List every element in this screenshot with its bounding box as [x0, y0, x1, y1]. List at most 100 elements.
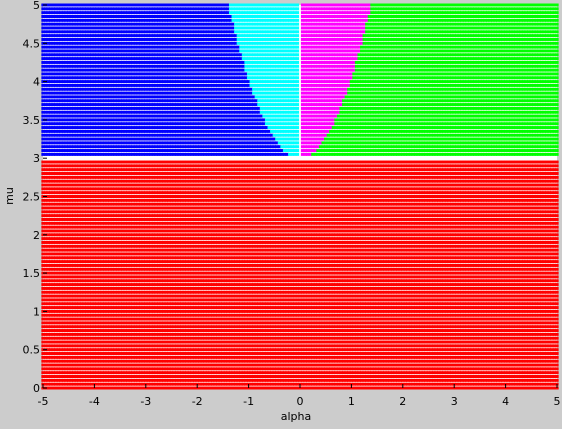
data-point — [521, 336, 526, 340]
data-point — [221, 329, 225, 333]
data-point — [370, 352, 374, 356]
data-point — [449, 359, 454, 363]
data-point — [457, 340, 461, 344]
data-point — [257, 355, 261, 359]
data-point — [331, 352, 336, 356]
data-point — [254, 344, 258, 348]
data-point — [49, 363, 53, 367]
data-point — [375, 359, 379, 363]
data-point — [236, 336, 240, 340]
data-point — [442, 329, 446, 333]
data-point — [347, 352, 351, 356]
data-point — [67, 332, 71, 336]
data-point — [295, 375, 300, 379]
data-point — [100, 375, 104, 379]
data-point — [195, 340, 199, 344]
data-point — [447, 325, 451, 329]
data-point — [429, 329, 433, 333]
data-point — [167, 348, 171, 352]
data-point — [216, 348, 220, 352]
data-point — [223, 336, 228, 340]
data-point — [82, 336, 86, 340]
data-point — [118, 325, 122, 329]
data-point — [496, 363, 500, 367]
data-point — [326, 359, 330, 363]
data-point — [318, 367, 323, 371]
data-point — [545, 332, 549, 336]
data-point — [344, 363, 348, 367]
data-point — [43, 371, 48, 375]
data-point — [390, 340, 395, 344]
data-point — [442, 340, 446, 344]
data-point — [185, 348, 189, 352]
data-point — [352, 378, 356, 382]
data-point — [524, 375, 528, 379]
data-point — [210, 348, 215, 352]
data-point — [244, 363, 248, 367]
data-point — [133, 325, 138, 329]
data-point — [164, 321, 169, 325]
data-point — [372, 371, 377, 375]
data-point — [334, 359, 338, 363]
data-point — [311, 375, 315, 379]
data-point — [149, 378, 153, 382]
data-point — [61, 332, 66, 336]
data-point — [367, 363, 372, 367]
data-point — [285, 325, 289, 329]
data-point — [485, 352, 490, 356]
data-point — [488, 359, 492, 363]
data-point — [51, 382, 55, 386]
data-point — [503, 375, 508, 379]
data-point — [174, 359, 179, 363]
data-point — [547, 352, 551, 356]
data-point — [46, 321, 50, 325]
data-point — [306, 329, 310, 333]
data-point — [254, 325, 258, 329]
data-point — [539, 352, 544, 356]
data-point — [118, 359, 122, 363]
data-point — [169, 367, 174, 371]
data-point — [139, 375, 143, 379]
data-point — [534, 367, 539, 371]
data-point — [46, 363, 50, 367]
data-point — [69, 340, 73, 344]
data-point — [190, 329, 194, 333]
data-point — [372, 355, 377, 359]
data-point — [264, 378, 269, 382]
data-point — [149, 371, 153, 375]
data-point — [467, 344, 472, 348]
data-point — [203, 367, 207, 371]
data-point — [90, 371, 94, 375]
data-point — [339, 332, 343, 336]
data-point — [223, 352, 228, 356]
data-point — [139, 382, 143, 386]
data-point — [69, 325, 73, 329]
data-point — [360, 325, 364, 329]
data-point — [182, 371, 186, 375]
data-point — [424, 340, 428, 344]
data-point — [177, 325, 181, 329]
data-point — [182, 336, 186, 340]
data-point — [434, 371, 438, 375]
data-point — [519, 386, 523, 390]
data-point — [444, 382, 449, 386]
data-point — [208, 348, 212, 352]
data-point — [241, 332, 246, 336]
data-point — [424, 355, 428, 359]
data-point — [223, 375, 228, 379]
data-point — [228, 375, 233, 379]
data-point — [69, 344, 73, 348]
data-point — [252, 386, 256, 390]
data-point — [485, 325, 490, 329]
data-point — [442, 352, 446, 356]
data-point — [249, 359, 253, 363]
data-point — [82, 352, 86, 356]
data-point — [303, 340, 307, 344]
data-point — [300, 375, 305, 379]
data-point — [357, 375, 361, 379]
data-point — [72, 355, 76, 359]
data-point — [192, 363, 197, 367]
data-point — [190, 352, 194, 356]
data-point — [43, 344, 48, 348]
data-point — [61, 329, 66, 333]
